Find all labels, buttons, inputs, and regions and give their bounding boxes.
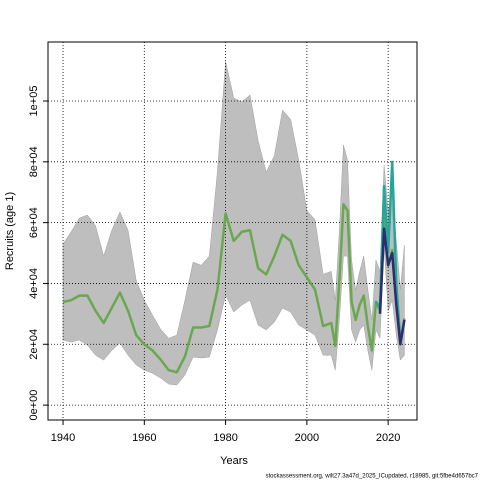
x-tick-label: 1960 [132,432,156,444]
y-axis-label: Recruits (age 1) [4,192,16,270]
confidence-band [62,61,405,386]
x-tick-label: 1940 [51,432,75,444]
series-line [378,227,406,346]
footnote: stockassessment.org, wilt27.3a47d_2025_I… [266,474,479,480]
plot-frame [47,41,418,421]
x-axis-label: Years [220,455,248,467]
y-tick-label: 0e+00 [28,390,40,421]
y-tick-label: 2e+04 [28,329,40,360]
y-tick-label: 6e+04 [28,207,40,238]
series-line [62,203,406,374]
y-tick-label: 8e+04 [28,146,40,177]
x-tick-label: 2000 [295,432,319,444]
x-tick-label: 1980 [213,432,237,444]
y-tick-label: 4e+04 [28,268,40,299]
x-tick-label: 2020 [376,432,400,444]
y-tick-label: 1e+05 [28,86,40,117]
